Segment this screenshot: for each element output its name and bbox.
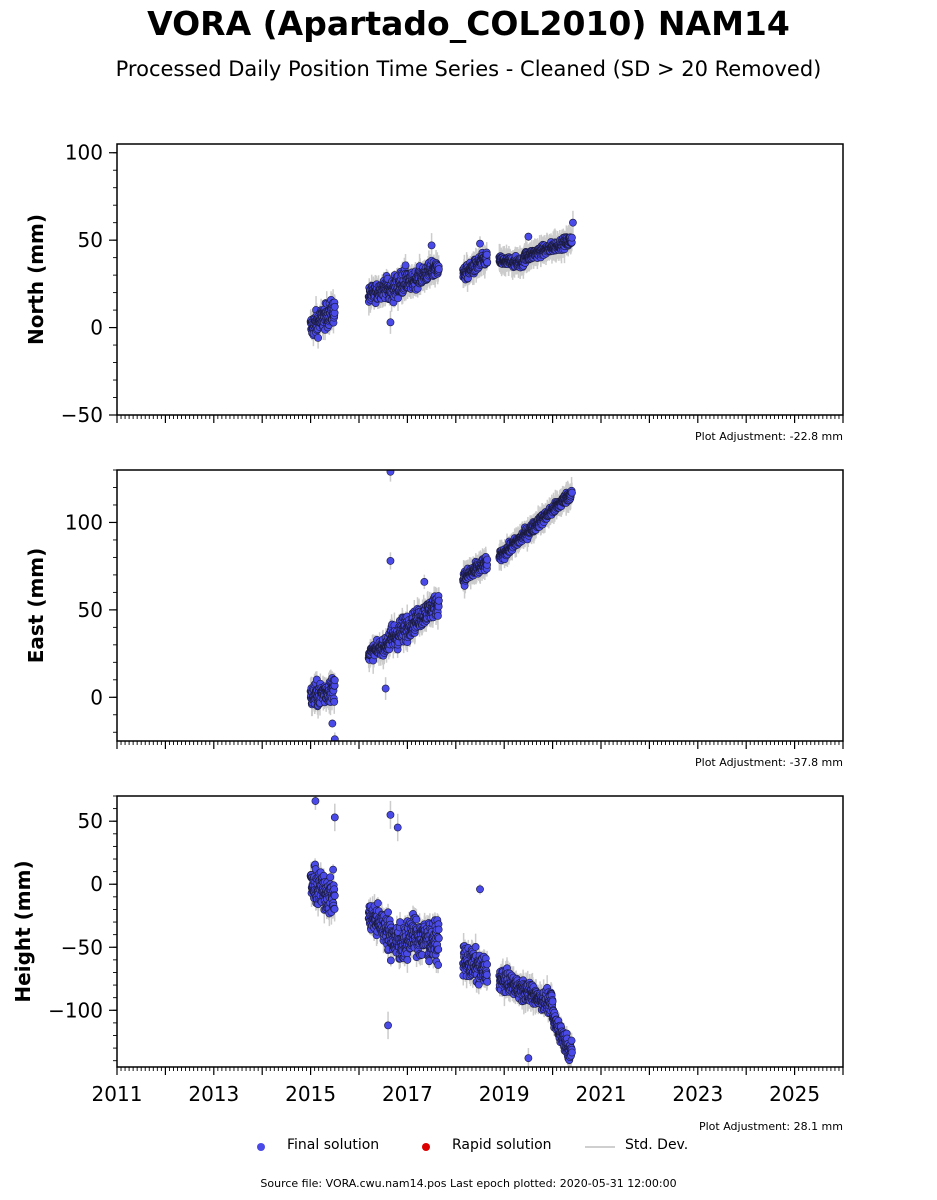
data-point [483,555,492,564]
plot-adjustment-label: Plot Adjustment: -22.8 mm [695,430,843,443]
data-point [330,735,339,741]
data-point [568,488,576,497]
data-points [306,470,576,741]
y-tick-label: 50 [78,228,103,252]
y-tick-label: 100 [65,510,103,534]
panel-2: 100 50 0 East (mm) Plot Adjustment: -37.8 mm [24,469,844,769]
y-tick-label: 50 [78,598,103,622]
y-tick-label: 100 [65,141,103,165]
y-tick-label: −50 [61,403,103,427]
data-point [483,258,492,267]
chart-subtitle: Processed Daily Position Time Series - C… [115,57,822,81]
data-point [328,719,337,728]
data-point [568,233,576,242]
data-point [482,250,491,259]
data-points [306,210,577,349]
data-point [524,232,533,241]
plot-frame [116,469,844,742]
data-point [434,611,442,620]
data-point [434,596,443,605]
data-point [420,577,429,586]
data-point [330,302,339,311]
y-axis-label: North (mm) [24,214,48,345]
data-point [381,684,390,693]
plot-frame [116,143,844,416]
data-point [476,239,484,248]
data-point [434,265,443,273]
data-point [386,318,395,327]
data-points [306,796,576,1067]
y-tick-label: 0 [90,685,103,709]
y-tick-label: 0 [90,316,103,340]
chart-title: VORA (Apartado_COL2010) NAM14 [147,4,790,43]
data-point [314,333,323,342]
data-point [427,241,436,250]
data-point [386,557,395,565]
plot-adjustment-label: Plot Adjustment: -37.8 mm [695,756,843,769]
panel-1: 100 50 0 −50 North (mm) Plot Adjustment: -22.… [24,141,844,443]
y-axis-label: East (mm) [24,548,48,664]
data-point [330,676,339,685]
data-point [401,261,410,270]
data-point [330,697,339,706]
data-point [569,218,577,227]
data-point [386,470,395,476]
